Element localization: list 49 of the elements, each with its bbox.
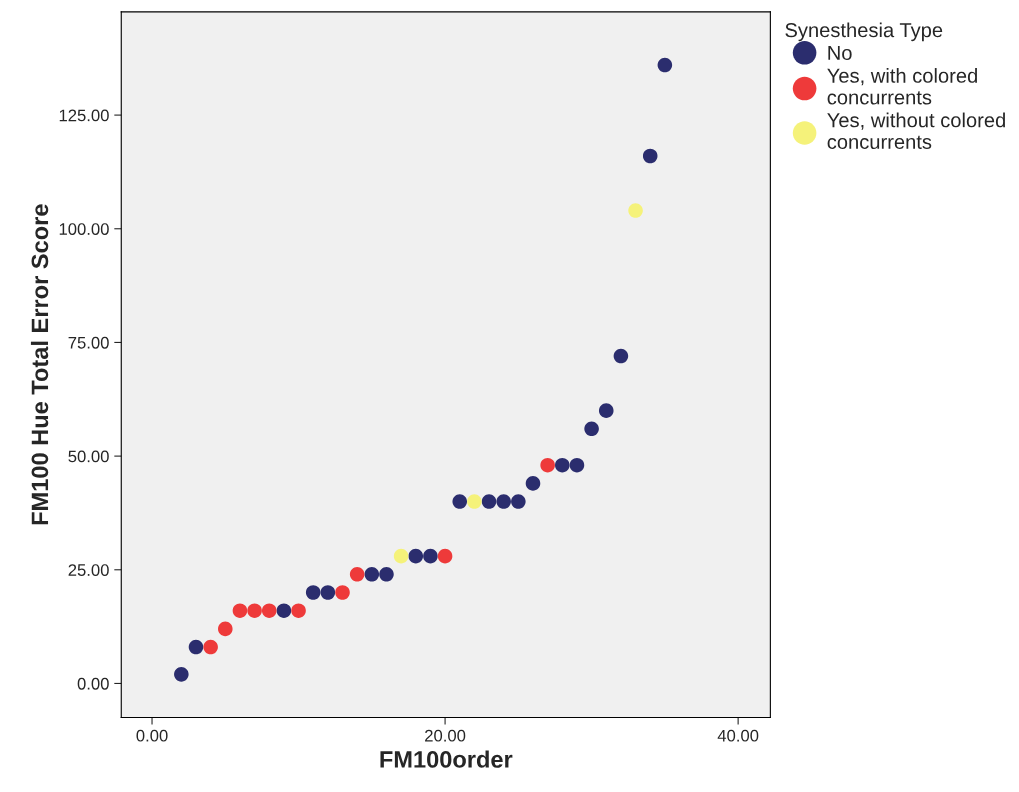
point	[393, 548, 409, 564]
x-axis-title: FM100order	[380, 750, 513, 768]
x-tick-label: 40.00	[717, 729, 759, 742]
point	[218, 621, 233, 637]
point	[598, 403, 614, 418]
point	[657, 57, 673, 73]
y-tick-label: 25.00	[68, 564, 109, 576]
y-axis-title: FM100 Hue Total Error Score	[30, 204, 49, 525]
y-tick-label: 125.00	[59, 109, 109, 122]
y-tick-label: 75.00	[68, 336, 109, 349]
x-tick-label: 0.00	[136, 729, 168, 742]
point	[364, 567, 380, 582]
point	[174, 667, 189, 682]
point	[232, 603, 248, 618]
point	[247, 603, 262, 618]
x-tick-label: 20.00	[425, 729, 466, 742]
y-tick-label: 100.00	[59, 223, 109, 235]
point	[437, 548, 453, 564]
point	[276, 603, 292, 618]
point	[408, 548, 424, 564]
point	[481, 494, 497, 509]
y-tick-label: 0.00	[77, 677, 109, 690]
point	[467, 494, 482, 509]
legend-title: Synesthesia Type	[785, 22, 943, 42]
point	[496, 494, 511, 509]
point	[511, 494, 526, 509]
point	[203, 639, 218, 655]
point	[584, 421, 599, 437]
point	[291, 603, 306, 618]
legend-label: Yes, with colored concurrents	[827, 68, 977, 105]
y-tick-label: 50.00	[68, 450, 109, 463]
point	[320, 585, 336, 600]
legend-label: No	[828, 45, 852, 61]
point	[305, 585, 321, 600]
point	[379, 567, 394, 582]
point	[613, 348, 629, 364]
point	[261, 603, 277, 618]
point	[628, 203, 643, 218]
point	[540, 457, 555, 473]
point	[349, 567, 365, 582]
legend-label: Yes, without colored concurrents	[827, 112, 1005, 150]
point	[423, 548, 438, 564]
point	[642, 148, 658, 164]
point	[452, 494, 468, 509]
point	[525, 476, 541, 491]
point	[569, 457, 585, 473]
point	[335, 585, 350, 600]
point	[555, 457, 570, 473]
point	[188, 639, 204, 655]
